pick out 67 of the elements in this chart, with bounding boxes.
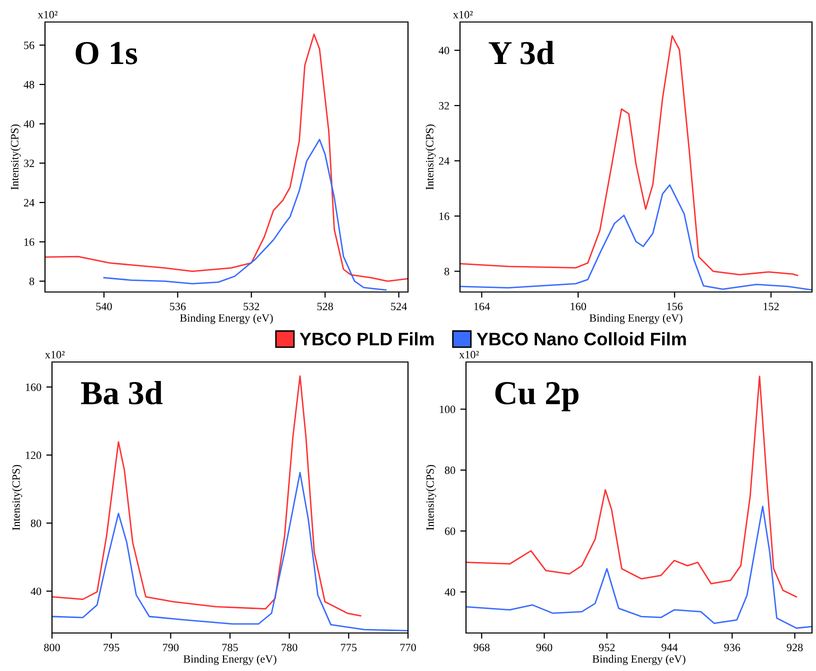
y-axis-title: Intensity(CPS) — [426, 124, 436, 190]
y-tick-label: 16 — [24, 238, 34, 246]
line-series — [460, 35, 798, 276]
text: x10² — [44, 350, 65, 358]
y-tick-label: 40 — [438, 46, 450, 54]
x-tick-label: 785 — [222, 644, 238, 652]
x-tick-label: 952 — [598, 644, 615, 652]
x-axis-title: Binding Energy (eV) — [590, 314, 682, 324]
x-axis-title: Binding Energy (eV) — [184, 654, 276, 665]
x-tick-label: 164 — [474, 302, 490, 310]
line-series — [52, 472, 408, 632]
x-tick-label: 160 — [570, 302, 586, 310]
y-tick-label: 160 — [26, 383, 42, 391]
y-axis-title: Intensity(CPS) — [426, 464, 436, 530]
x-tick-label: 156 — [667, 302, 683, 310]
x-tick-label: 960 — [536, 644, 552, 652]
x-tick-label: 800 — [44, 644, 60, 652]
x-axis-title: Binding Energy (eV) — [180, 314, 273, 324]
y-tick-label: 40 — [30, 588, 42, 596]
x-axis-title: Binding Energy (eV) — [592, 654, 686, 665]
line-series — [103, 138, 387, 291]
chart-title: Ba 3d — [81, 380, 163, 404]
x-tick-label: 790 — [163, 644, 179, 652]
x-tick-label: 532 — [244, 302, 260, 310]
y-axis-title: Intensity(CPS) — [12, 464, 22, 530]
y-tick-label: 24 — [24, 198, 34, 206]
y-tick-label: 120 — [26, 452, 42, 460]
x-tick-label: 536 — [170, 302, 186, 310]
x-tick-label: 780 — [282, 644, 298, 652]
y-tick-label: 32 — [24, 160, 34, 168]
y-tick-label: 80 — [30, 520, 42, 528]
line-series — [466, 506, 812, 629]
y-tick-label: 60 — [444, 527, 456, 535]
y-tick-label: 48 — [24, 80, 34, 88]
x-tick-label: 928 — [786, 644, 803, 652]
x-tick-label: 795 — [104, 644, 120, 652]
line-series — [45, 34, 408, 282]
y-tick-label: 40 — [444, 588, 456, 596]
line-series — [466, 376, 798, 598]
x-tick-label: 770 — [400, 644, 416, 652]
y-tick-label: 16 — [439, 212, 450, 220]
line-series — [52, 375, 362, 617]
y-tick-label: 56 — [24, 42, 34, 50]
x-tick-label: 524 — [391, 302, 407, 310]
y-tick-label: 40 — [24, 120, 34, 128]
legend-label: YBCO PLD Film — [300, 332, 434, 346]
text: x10² — [453, 10, 473, 18]
chart-title: O 1s — [76, 42, 138, 64]
y-axis-title: Intensity(CPS) — [10, 124, 21, 190]
x-tick-label: 152 — [764, 302, 779, 310]
y-tick-label: 80 — [444, 466, 456, 474]
legend-label: YBCO Nano Colloid Film — [476, 332, 686, 346]
y-tick-label: 8 — [444, 268, 450, 276]
x-tick-label: 775 — [341, 644, 357, 652]
y-tick-label: 8 — [29, 278, 34, 286]
x-tick-label: 540 — [96, 302, 112, 310]
text: x10² — [459, 350, 479, 358]
y-tick-label: 32 — [439, 102, 449, 110]
x-tick-label: 968 — [474, 644, 490, 652]
x-tick-label: 528 — [317, 302, 333, 310]
x-tick-label: 944 — [662, 644, 678, 652]
chart-title: Y 3d — [488, 40, 554, 64]
text: x10² — [38, 10, 58, 18]
text: Cu 2p — [495, 382, 578, 412]
y-tick-label: 100 — [440, 406, 456, 414]
y-tick-label: 24 — [438, 157, 450, 165]
x-tick-label: 936 — [724, 644, 740, 652]
